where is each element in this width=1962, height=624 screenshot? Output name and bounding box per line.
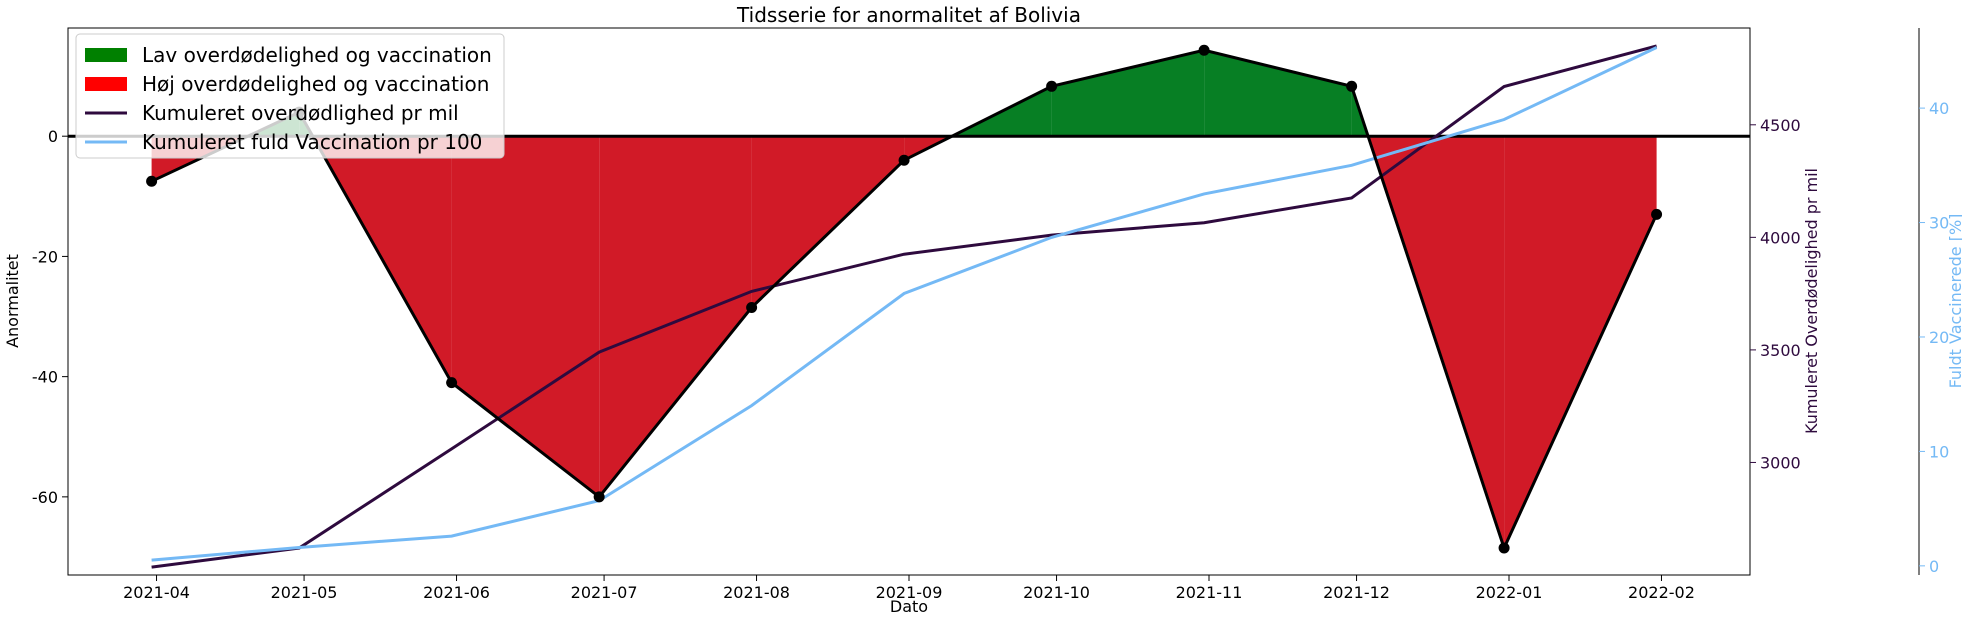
- y3-axis-label: Fuldt Vaccinerede [%]: [1946, 214, 1962, 389]
- y3-tick-label: 0: [1929, 557, 1939, 576]
- y-axis-right: 3000 3500 4000 4500: [1750, 116, 1801, 472]
- y2-axis-label: Kumuleret Overdødelighed pr mil: [1802, 168, 1821, 434]
- y-tick-label: -60: [32, 488, 58, 507]
- legend-label: Kumuleret overdødlighed pr mil: [142, 101, 459, 125]
- y2-tick-label: 4500: [1760, 116, 1801, 135]
- x-axis-label: Dato: [890, 597, 928, 616]
- x-tick-label: 2022-01: [1476, 583, 1543, 602]
- anomaly-point: [746, 302, 758, 314]
- y2-tick-label: 3000: [1760, 453, 1801, 472]
- anomaly-point: [1651, 208, 1663, 220]
- low-anomaly-area: [1204, 50, 1352, 137]
- anomaly-point: [1198, 44, 1210, 56]
- x-tick-label: 2021-08: [723, 583, 790, 602]
- high-anomaly-area: [599, 136, 752, 497]
- y3-tick-label: 30: [1929, 214, 1949, 233]
- y-tick-label: -40: [32, 368, 58, 387]
- y2-tick-label: 3500: [1760, 341, 1801, 360]
- y3-tick-label: 40: [1929, 99, 1949, 118]
- x-tick-label: 2021-11: [1176, 583, 1243, 602]
- high-anomaly-area: [451, 136, 600, 497]
- anomaly-point: [146, 175, 158, 187]
- legend-label: Høj overdødelighed og vaccination: [142, 72, 489, 96]
- anomaly-point: [898, 154, 910, 166]
- legend-label: Kumuleret fuld Vaccination pr 100: [142, 130, 482, 154]
- vaccination-line: [151, 46, 1658, 562]
- anomaly-point: [593, 491, 605, 503]
- x-tick-label: 2021-12: [1323, 583, 1390, 602]
- legend-swatch: [85, 77, 127, 91]
- y3-tick-label: 20: [1929, 328, 1949, 347]
- legend-swatch: [85, 48, 127, 62]
- low-anomaly-area: [1051, 50, 1205, 137]
- legend-label: Lav overdødelighed og vaccination: [142, 43, 492, 67]
- x-tick-label: 2021-05: [271, 583, 338, 602]
- anomaly-point: [1498, 542, 1510, 554]
- x-tick-label: 2021-10: [1023, 583, 1090, 602]
- x-tick-label: 2021-07: [571, 583, 638, 602]
- x-tick-label: 2021-09: [876, 583, 943, 602]
- anomaly-point: [1346, 80, 1358, 92]
- x-tick-label: 2022-02: [1628, 583, 1695, 602]
- high-anomaly-area: [751, 136, 905, 308]
- chart-title: Tidsserie for anormalitet af Bolivia: [736, 3, 1081, 27]
- y-axis-left: -60 -40 -20 0: [32, 127, 68, 507]
- high-anomaly-area: [1504, 136, 1657, 548]
- y-axis-label: Anormalitet: [3, 254, 22, 348]
- y3-tick-label: 10: [1929, 442, 1949, 461]
- anomaly-point: [1046, 80, 1058, 92]
- x-tick-label: 2021-04: [123, 583, 190, 602]
- x-axis: 2021-04 2021-05 2021-06 2021-07 2021-08 2021-…: [123, 575, 1695, 602]
- y-tick-label: -20: [32, 247, 58, 266]
- excess-mortality-line: [151, 44, 1657, 569]
- legend: Lav overdødelighed og vaccination Høj ove…: [75, 33, 505, 159]
- legend-box: [75, 33, 505, 159]
- y-tick-label: 0: [48, 127, 58, 146]
- y-axis-right-vaccination: 0 10 20 30 40: [1918, 28, 1949, 576]
- x-tick-label: 2021-06: [423, 583, 490, 602]
- y2-tick-label: 4000: [1760, 228, 1801, 247]
- anomaly-point: [446, 377, 458, 389]
